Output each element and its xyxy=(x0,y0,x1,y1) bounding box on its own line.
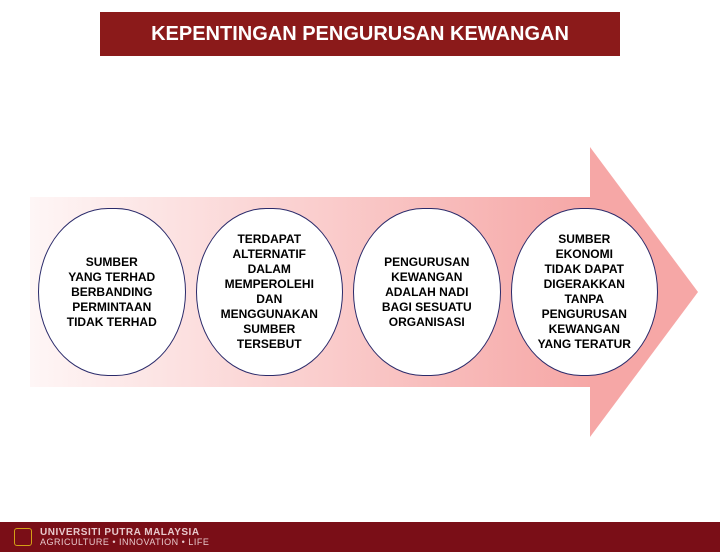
slide-title: KEPENTINGAN PENGURUSAN KEWANGAN xyxy=(100,12,620,56)
pill-3: PENGURUSAN KEWANGAN ADALAH NADI BAGI SES… xyxy=(353,208,501,376)
upm-logo-icon xyxy=(14,528,32,546)
pill-row: SUMBER YANG TERHAD BERBANDING PERMINTAAN… xyxy=(38,207,658,377)
pill-2: TERDAPAT ALTERNATIF DALAM MEMPEROLEHI DA… xyxy=(196,208,344,376)
pill-1: SUMBER YANG TERHAD BERBANDING PERMINTAAN… xyxy=(38,208,186,376)
pill-4: SUMBER EKONOMI TIDAK DAPAT DIGERAKKAN TA… xyxy=(511,208,659,376)
footer-line2: AGRICULTURE • INNOVATION • LIFE xyxy=(40,537,209,547)
footer-text: UNIVERSITI PUTRA MALAYSIA AGRICULTURE • … xyxy=(40,527,209,548)
arrow-diagram: SUMBER YANG TERHAD BERBANDING PERMINTAAN… xyxy=(30,147,700,437)
footer-bar: UNIVERSITI PUTRA MALAYSIA AGRICULTURE • … xyxy=(0,522,720,552)
